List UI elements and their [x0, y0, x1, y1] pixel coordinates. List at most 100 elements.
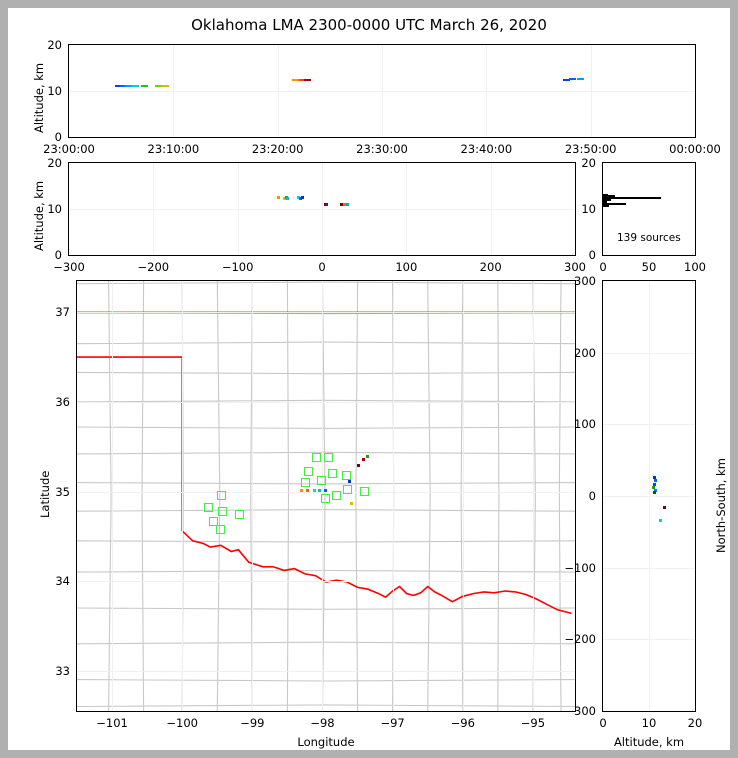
source-point [283, 196, 287, 200]
gridline-v [173, 45, 175, 137]
gridline-v [322, 281, 324, 711]
ns-ytick-label: 200 [574, 345, 596, 360]
time-ytick-label: 0 [54, 130, 62, 144]
map-xtick-label: −95 [520, 716, 546, 730]
ns-plot-area [603, 281, 695, 711]
ew-xtick-label: 300 [564, 260, 586, 274]
lma-station-marker [215, 524, 225, 534]
ns-ytick-label: −200 [564, 632, 596, 647]
map-xtick-label: −98 [310, 716, 335, 730]
histogram-bar [603, 194, 608, 197]
map-xtick-label: −96 [450, 716, 475, 730]
source-point [300, 488, 304, 492]
source-point [114, 85, 122, 88]
ns-xtick-label: 10 [641, 716, 657, 730]
state-border-red-river [181, 530, 572, 615]
histogram-bar [603, 198, 612, 201]
lma-station-marker [341, 470, 351, 480]
lma-station-marker [235, 510, 245, 520]
gridline-v [277, 45, 279, 137]
lma-station-marker [327, 469, 337, 479]
source-point [662, 506, 666, 510]
gridline-v [462, 281, 464, 711]
ns-xtick-label: 0 [599, 716, 607, 730]
lma-station-marker [320, 494, 330, 504]
time-xtick-label: 23:40:00 [460, 142, 513, 156]
gridline-h [77, 670, 575, 672]
gridline-v [406, 163, 408, 255]
time-ytick-label: 20 [47, 38, 62, 52]
panel-altitude-vs-east-west[interactable] [68, 162, 576, 256]
gridline-v [392, 281, 394, 711]
source-point [366, 454, 370, 458]
lma-station-marker [218, 506, 228, 516]
time-plot-area [69, 45, 695, 137]
time-xtick-label: 23:00:00 [43, 142, 95, 156]
source-point [284, 195, 288, 199]
source-point [652, 486, 656, 490]
source-point [277, 196, 281, 200]
map-xtick-label: −101 [96, 716, 128, 730]
lma-station-marker [360, 487, 370, 497]
gridline-h [77, 312, 575, 314]
time-xtick-label: 23:20:00 [251, 142, 304, 156]
figure-title: Oklahoma LMA 2300-0000 UTC March 26, 202… [191, 16, 547, 34]
panel-altitude-histogram[interactable]: 139 sources [602, 162, 696, 256]
gridline-h [77, 401, 575, 403]
source-point [306, 488, 310, 492]
time-xtick-label: 00:00:00 [669, 142, 721, 156]
ew-ytick-label: 20 [47, 156, 62, 170]
lma-station-marker [208, 517, 218, 527]
map-ytick-label: 35 [55, 484, 70, 499]
time-xtick-label: 23:10:00 [147, 142, 200, 156]
source-point [317, 488, 321, 492]
gridline-h [77, 491, 575, 493]
county-boundaries [77, 281, 575, 711]
hist-xtick-label: 0 [599, 260, 607, 274]
source-point [652, 476, 656, 480]
map-xtick-label: −100 [166, 716, 198, 730]
histogram-bar [603, 204, 609, 207]
lma-station-marker [303, 467, 313, 477]
lma-station-marker [316, 476, 326, 486]
panel-north-south-vs-altitude[interactable] [602, 280, 696, 712]
map-xtick-label: −97 [380, 716, 405, 730]
source-point [356, 463, 360, 467]
gridline-h [77, 581, 575, 583]
source-point [154, 84, 162, 87]
panel-altitude-vs-time[interactable] [68, 44, 696, 138]
gridline-v [252, 281, 254, 711]
source-point [286, 196, 290, 200]
map-ytick-label: 37 [55, 305, 70, 320]
gridline-v [490, 163, 492, 255]
ew-xtick-label: −300 [53, 260, 85, 274]
source-point [659, 518, 663, 522]
ns-panel-xlabel: Altitude, km [613, 735, 685, 749]
ew-xtick-label: −100 [221, 260, 254, 274]
ns-ytick-label: −300 [564, 704, 596, 718]
panel-map-plan-view[interactable] [76, 280, 576, 712]
hist-ytick-label: 20 [581, 156, 596, 170]
gridline-v [486, 45, 488, 137]
map-ytick-label: 34 [55, 574, 70, 589]
source-point [324, 488, 328, 492]
lma-station-marker [204, 503, 214, 513]
source-point [125, 85, 133, 88]
source-point [339, 203, 343, 207]
ew-xtick-label: −200 [137, 260, 170, 274]
hist-xtick-label: 100 [684, 260, 706, 274]
histogram-bar [603, 196, 661, 200]
source-point [568, 78, 576, 81]
ew-panel-ylabel: Altitude, km [32, 180, 46, 251]
source-point [304, 78, 312, 81]
map-xtick-label: −99 [240, 716, 265, 730]
source-point [140, 84, 148, 87]
histogram-bar [603, 202, 626, 206]
gridline-v [532, 281, 534, 711]
gridline-v [590, 45, 592, 137]
source-point [313, 488, 317, 492]
hist-ytick-label: 10 [581, 202, 596, 216]
source-point [362, 458, 366, 462]
source-point [292, 79, 300, 82]
source-point [299, 196, 303, 200]
